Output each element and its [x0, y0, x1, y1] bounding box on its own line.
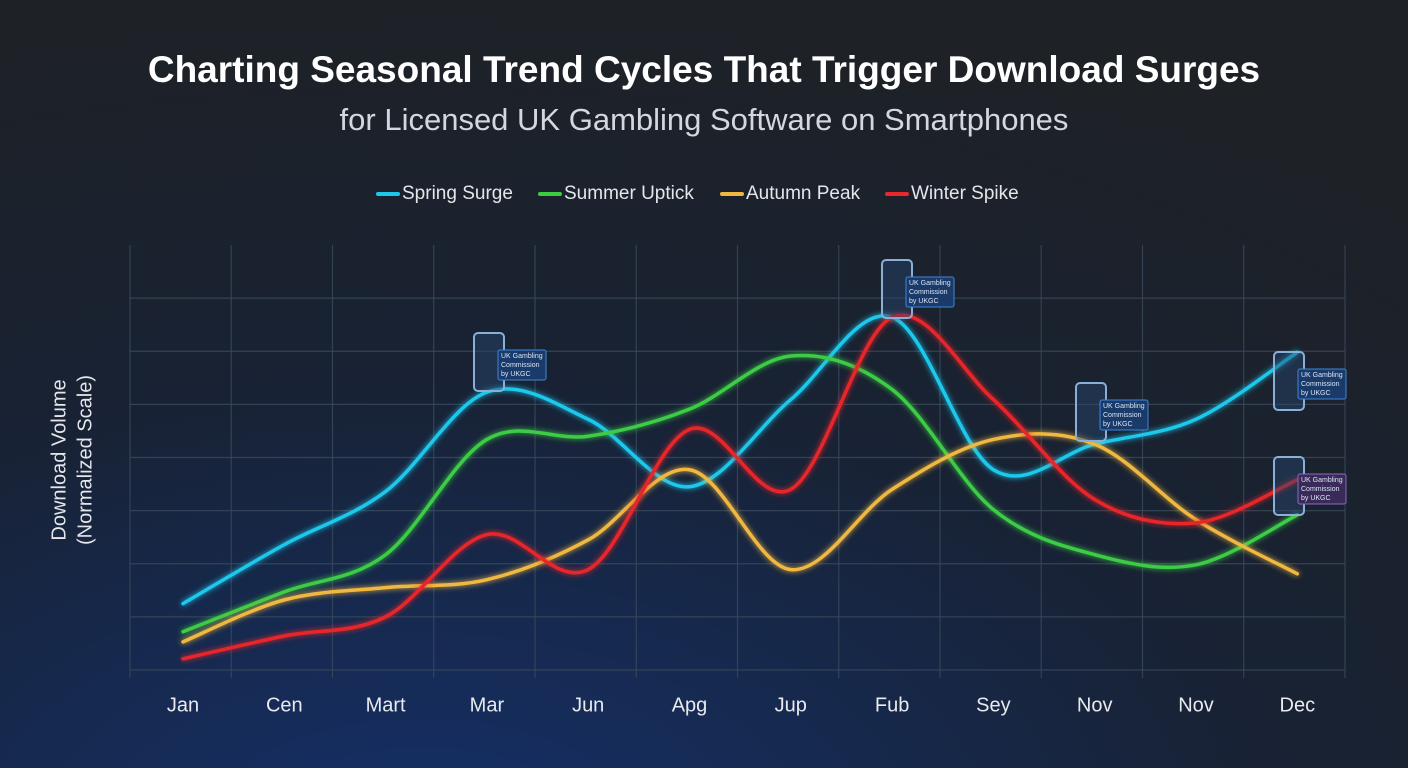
- annotation-text: by UKGC: [1301, 390, 1331, 397]
- annotation-text: Commission: [909, 289, 948, 296]
- x-tick-label: Apg: [672, 694, 708, 716]
- legend-label: Spring Surge: [402, 183, 513, 204]
- chart-title: Charting Seasonal Trend Cycles That Trig…: [148, 49, 1260, 90]
- annotation-box: [1099, 399, 1149, 431]
- annotation-text: UK Gambling: [1103, 403, 1145, 410]
- annotation-box: [1297, 368, 1347, 400]
- chart-subtitle: for Licensed UK Gambling Software on Sma…: [340, 102, 1069, 137]
- annotation-text: by UKGC: [501, 371, 531, 378]
- y-axis-label: Download Volume (Normalized Scale): [48, 375, 96, 545]
- annotation-text: UK Gambling: [1301, 477, 1343, 484]
- x-tick-label: Nov: [1077, 694, 1113, 716]
- x-tick-label: Mar: [470, 694, 505, 716]
- legend-label: Autumn Peak: [746, 183, 861, 204]
- x-tick-label: Mart: [366, 694, 406, 716]
- annotation-text: Commission: [1103, 412, 1142, 419]
- x-tick-label: Sey: [976, 694, 1010, 716]
- x-tick-label: Dec: [1280, 694, 1316, 716]
- series-line: [181, 432, 1300, 644]
- x-tick-label: Nov: [1178, 694, 1214, 716]
- y-axis-label-line: Download Volume: [48, 379, 70, 540]
- annotation-text: by UKGC: [1103, 421, 1133, 428]
- annotation-text: UK Gambling: [909, 280, 951, 287]
- plot: Jan Cen Mart Mar Jun Apg Jup Fub Sey Nov Nov Dec Spr…: [129, 183, 1347, 716]
- annotation-text: by UKGC: [909, 298, 939, 305]
- annotation-box: [497, 349, 547, 381]
- annotation-box: [1297, 473, 1347, 505]
- annotation-text: Commission: [501, 362, 540, 369]
- x-tick-label: Cen: [266, 694, 303, 716]
- annotation-text: Commission: [1301, 381, 1340, 388]
- annotation-text: UK Gambling: [1301, 372, 1343, 379]
- series-line: [181, 353, 1300, 634]
- x-tick-label: Fub: [875, 694, 909, 716]
- annotation-text: by UKGC: [1301, 495, 1331, 502]
- series-line: [181, 313, 1300, 661]
- legend-label: Winter Spike: [911, 183, 1019, 204]
- annotation-text: UK Gambling: [501, 353, 543, 360]
- annotation-text: Commission: [1301, 486, 1340, 493]
- y-axis-label-line: (Normalized Scale): [74, 375, 96, 545]
- x-tick-label: Jun: [572, 694, 604, 716]
- annotation-box: [905, 276, 955, 308]
- x-tick-label: Jan: [167, 694, 199, 716]
- legend-label: Summer Uptick: [564, 183, 694, 204]
- x-tick-label: Jup: [775, 694, 807, 716]
